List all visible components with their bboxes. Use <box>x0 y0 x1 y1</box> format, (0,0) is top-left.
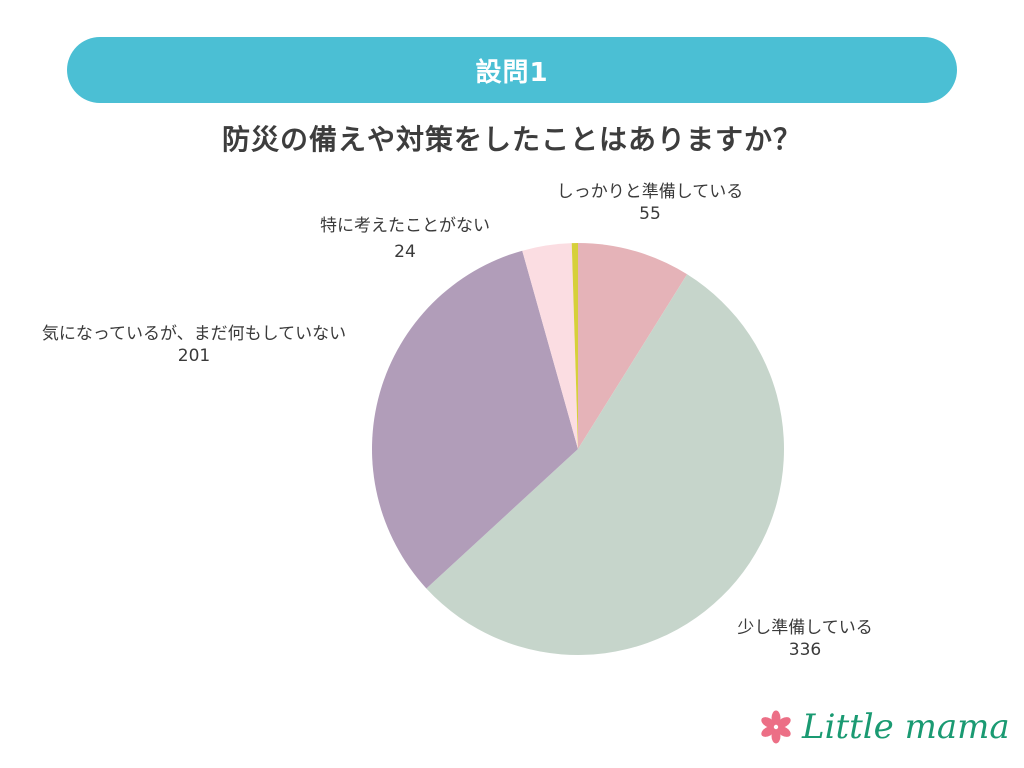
pie-slice <box>522 243 578 449</box>
slice-label-value: 336 <box>788 640 822 660</box>
pie-slice <box>578 243 688 449</box>
little-mama-logo: Little mama <box>758 704 1010 750</box>
slice-label-somewhat-prepared: 少し準備している 336 <box>720 617 890 661</box>
slice-label-text: しっかりと準備している <box>556 182 744 202</box>
pie-slice <box>571 243 578 449</box>
slice-label-text: 少し準備している <box>737 618 873 638</box>
slice-label-value: 201 <box>177 346 211 366</box>
slice-label-text: 特に考えたことがない <box>320 216 490 236</box>
question-title: 防災の備えや対策をしたことはありますか？ <box>221 123 802 156</box>
question-number-banner: 設問1 <box>67 37 957 103</box>
pie-slice <box>371 250 578 589</box>
slice-label-text: 気になっているが、まだ何もしていない <box>41 324 347 344</box>
logo-text: Little mama <box>802 707 1010 747</box>
slice-label-value: 55 <box>639 204 661 224</box>
flower-icon <box>761 710 791 744</box>
slice-label-interested-not-done: 気になっているが、まだ何もしていない 201 <box>16 323 372 367</box>
question-number: 設問1 <box>475 57 549 88</box>
slice-label-value: 24 <box>394 242 416 262</box>
pie-slice <box>426 274 785 656</box>
slice-label-never-thought: 特に考えたことがない 24 <box>300 215 510 263</box>
slice-label-well-prepared: しっかりと準備している 55 <box>540 181 760 225</box>
